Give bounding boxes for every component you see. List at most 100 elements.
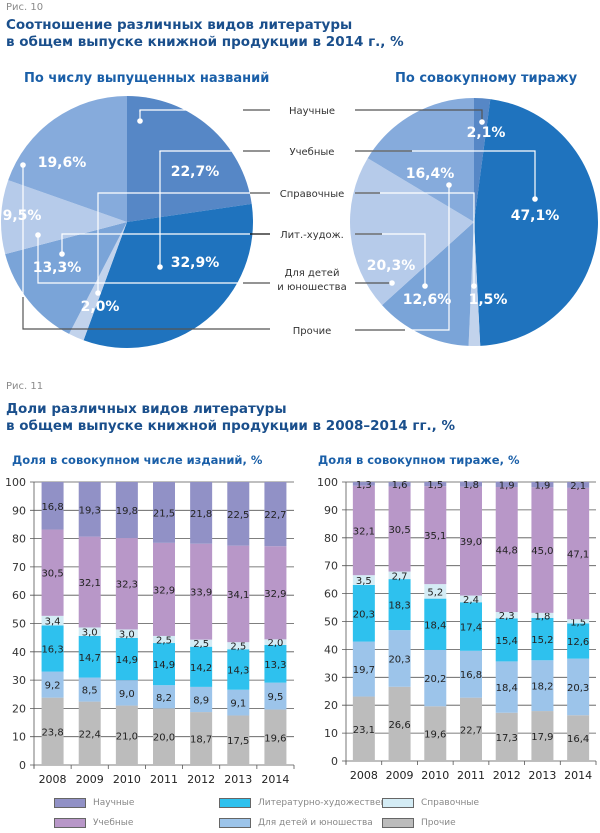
bar-value-label: 32,1 [353, 526, 375, 537]
y-tick-label: 20 [12, 702, 26, 715]
bar-value-label: 21,5 [153, 508, 175, 519]
bar-value-label: 20,3 [353, 609, 375, 620]
bar-value-label: 30,5 [388, 525, 410, 536]
bar-right-title: Доля в совокупном тираже, % [318, 453, 520, 467]
bar-segment [352, 584, 375, 642]
bar-value-label: 3,4 [45, 617, 61, 628]
legend-label: Справочные [421, 798, 480, 808]
bar-value-label: 3,0 [82, 628, 98, 639]
legend-label: Литературно-художественные [258, 798, 406, 808]
bar-segment [424, 486, 447, 585]
y-tick-label: 90 [324, 504, 338, 517]
bar-value-label: 21,0 [116, 731, 138, 742]
bar-value-label: 22,7 [264, 510, 286, 521]
y-tick-label: 50 [12, 618, 26, 631]
bar-value-label: 32,1 [79, 578, 101, 589]
pie-value-label: 9,5% [3, 208, 42, 224]
figure-10-number: Рис. 10 [6, 2, 44, 13]
connector-dot [471, 283, 477, 289]
bar-value-label: 3,5 [356, 576, 372, 587]
y-tick-label: 60 [12, 589, 26, 602]
bar-value-label: 32,3 [116, 580, 138, 591]
bar-value-label: 2,5 [193, 639, 209, 650]
bar-value-label: 14,2 [190, 663, 212, 674]
bar-segment [460, 602, 482, 651]
pie-value-label: 1,5% [469, 292, 508, 308]
bar-segment [352, 696, 375, 761]
legend: Научные Учебные Литературно-художественн… [0, 796, 600, 833]
x-tick-label: 2010 [421, 769, 449, 782]
bar-value-label: 14,9 [153, 660, 175, 671]
bar-segment [227, 482, 250, 546]
bar-value-label: 19,6 [264, 733, 286, 744]
figure-10-title: Соотношение различных видов литературы в… [6, 17, 404, 51]
x-tick-label: 2008 [350, 769, 378, 782]
pie-slice [8, 96, 128, 222]
legend-swatch [382, 798, 414, 808]
bar-value-label: 32,9 [153, 585, 175, 596]
y-tick-label: 100 [317, 476, 338, 489]
bar-segment [78, 635, 101, 678]
x-tick-label: 2014 [564, 769, 592, 782]
bar-value-label: 26,6 [388, 720, 410, 731]
figure-11-number: Рис. 11 [6, 381, 44, 392]
legend-item-other: Прочие [382, 818, 456, 828]
bar-value-label: 39,0 [460, 537, 482, 548]
pie-slice [367, 98, 474, 222]
bar-segment [115, 705, 138, 765]
bar-segment [460, 650, 482, 698]
bar-segment [531, 617, 554, 661]
bar-value-label: 44,8 [496, 546, 518, 557]
bar-segment [567, 482, 590, 488]
bar-segment [41, 482, 64, 530]
connector-dot [20, 162, 26, 168]
bar-segment [531, 711, 554, 761]
bar-value-label: 18,4 [496, 683, 518, 694]
bar-segment [190, 639, 213, 647]
legend-swatch [54, 818, 86, 828]
bar-segment [388, 571, 411, 580]
y-tick-label: 10 [324, 727, 338, 740]
bar-value-label: 3,0 [119, 630, 135, 641]
bar-value-label: 8,5 [82, 686, 98, 697]
y-tick-label: 40 [12, 646, 26, 659]
legend-swatch [382, 818, 414, 828]
connector-dot [422, 283, 428, 289]
bar-value-label: 22,5 [227, 510, 249, 521]
pie-value-label: 32,9% [171, 255, 220, 271]
connector-line [97, 192, 250, 293]
bar-value-label: 19,8 [116, 506, 138, 517]
bar-segment [190, 543, 213, 640]
connector-line [355, 192, 475, 286]
figure-11-title-line2: в общем выпуске книжной продукции в 2008… [6, 418, 455, 434]
y-tick-label: 50 [324, 616, 338, 629]
bar-segment [41, 697, 64, 765]
bar-value-label: 23,1 [353, 725, 375, 736]
bar-segment [388, 482, 411, 487]
bar-value-label: 16,8 [41, 502, 63, 513]
bar-value-label: 34,1 [227, 590, 249, 601]
connector-dot [35, 232, 41, 238]
bar-value-label: 12,6 [567, 637, 589, 648]
bar-segment [78, 677, 101, 702]
bar-value-label: 16,4 [567, 734, 589, 745]
bar-segment [352, 482, 375, 486]
bar-segment [460, 595, 482, 603]
bar-value-label: 20,3 [388, 654, 410, 665]
x-tick-label: 2008 [39, 773, 67, 786]
legend-swatch [219, 818, 251, 828]
bar-segment [227, 642, 250, 650]
connector-line [37, 235, 243, 284]
x-tick-label: 2012 [187, 773, 215, 786]
bar-value-label: 16,8 [460, 670, 482, 681]
bar-segment [115, 629, 138, 638]
connector-line [61, 233, 250, 254]
bar-segment [78, 536, 101, 628]
connector-dot [532, 196, 538, 202]
bar-value-label: 1,3 [356, 480, 372, 491]
bar-segment [227, 689, 250, 716]
bar-segment [460, 481, 482, 487]
bar-segment [115, 538, 138, 630]
bar-value-label: 30,5 [41, 569, 63, 580]
x-tick-label: 2013 [224, 773, 252, 786]
